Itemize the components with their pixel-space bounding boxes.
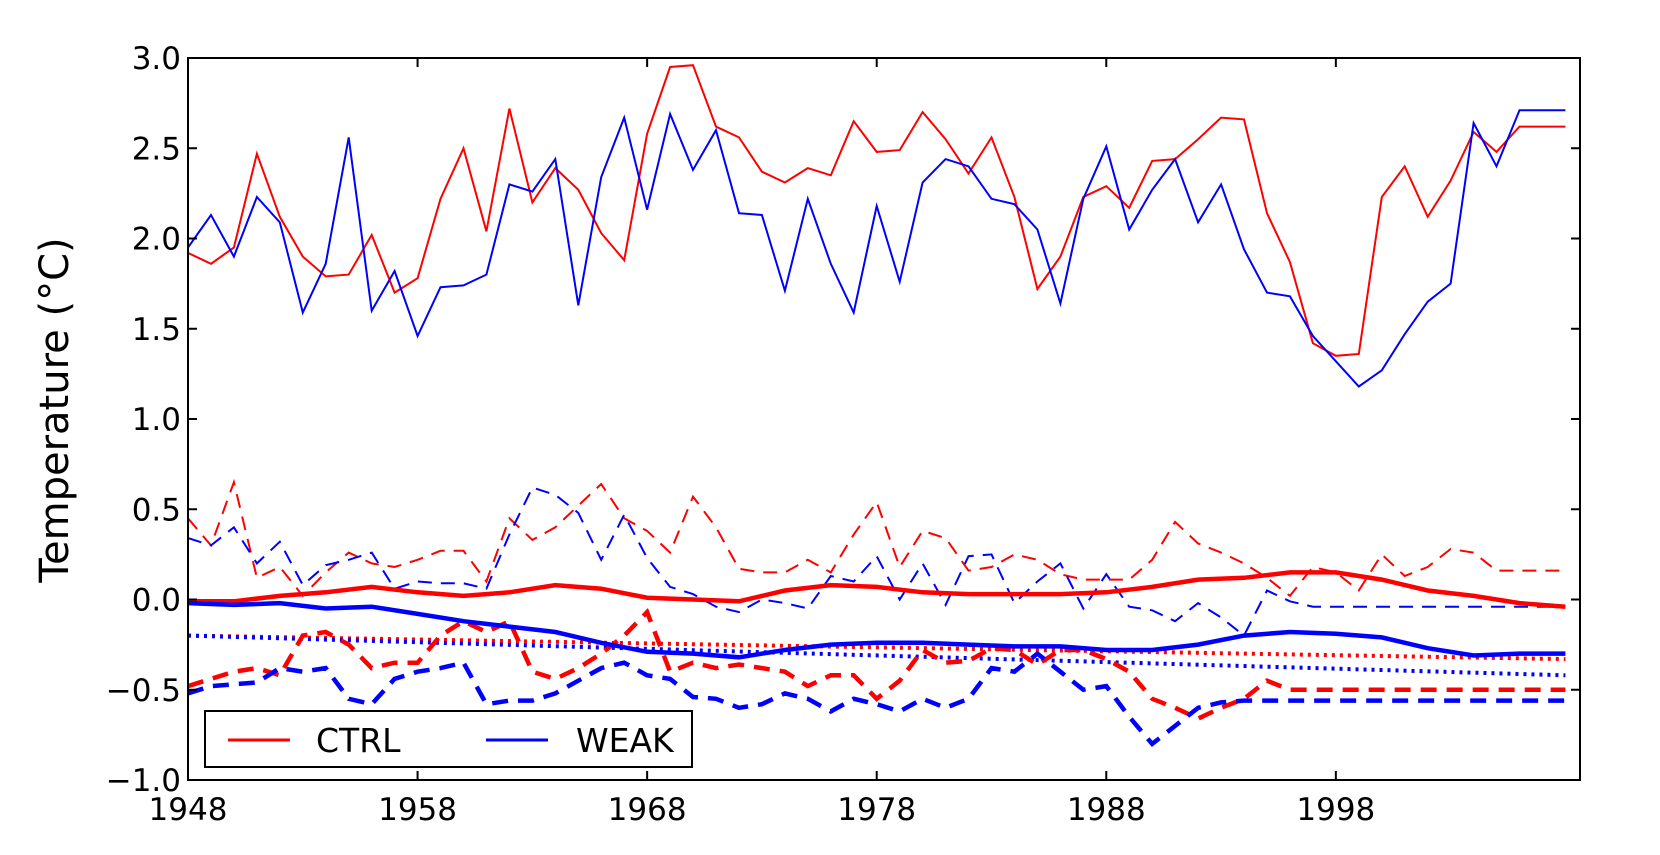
x-tick-label: 1968 <box>608 792 687 828</box>
plot-area <box>188 64 1566 748</box>
x-tick-label: 1958 <box>378 792 457 828</box>
y-tick-label: 2.5 <box>132 131 181 167</box>
series-line-6-dashed-thick-red <box>188 608 1566 722</box>
series-line-0-ctrl-red <box>188 64 1566 357</box>
y-tick-label: 3.0 <box>132 41 181 77</box>
x-tick-label: 1998 <box>1296 792 1375 828</box>
y-tick-label: 0.0 <box>132 583 181 619</box>
series-line-7-dashed-thick-blue <box>188 650 1566 748</box>
y-tick-label: 2.0 <box>132 222 181 258</box>
series-line-1-weak-blue <box>188 109 1566 388</box>
series-line-5-dashed-thin-blue <box>188 486 1566 638</box>
y-tick-label: 1.5 <box>132 312 181 348</box>
x-tick-label: 1978 <box>837 792 916 828</box>
axes-frame <box>187 57 1581 781</box>
series-line-3-solid-thick-blue <box>188 600 1566 660</box>
y-axis-label: Temperature (°C) <box>32 237 78 583</box>
series-line-4-dashed-thin-red <box>188 478 1566 598</box>
legend-label-ctrl: CTRL <box>316 721 401 760</box>
y-tick-label: −1.0 <box>106 763 181 799</box>
y-tick-label: 0.5 <box>132 492 181 528</box>
series-line-2-solid-thick-red <box>188 570 1566 609</box>
x-tick-label: 1988 <box>1067 792 1146 828</box>
y-tick-label: −0.5 <box>106 673 181 709</box>
y-tick-label: 1.0 <box>132 402 181 438</box>
legend-label-weak: WEAK <box>576 721 675 760</box>
legend: CTRL WEAK <box>204 710 693 768</box>
x-tick-label: 1948 <box>149 792 228 828</box>
axes: −1.0 −0.5 0.0 0.5 1.0 1.5 2.0 2.5 3.0 1948 1958 196… <box>106 41 1581 828</box>
series-line-9-dotted-blue <box>188 633 1566 678</box>
series-line-8-dotted-red <box>188 633 1566 662</box>
